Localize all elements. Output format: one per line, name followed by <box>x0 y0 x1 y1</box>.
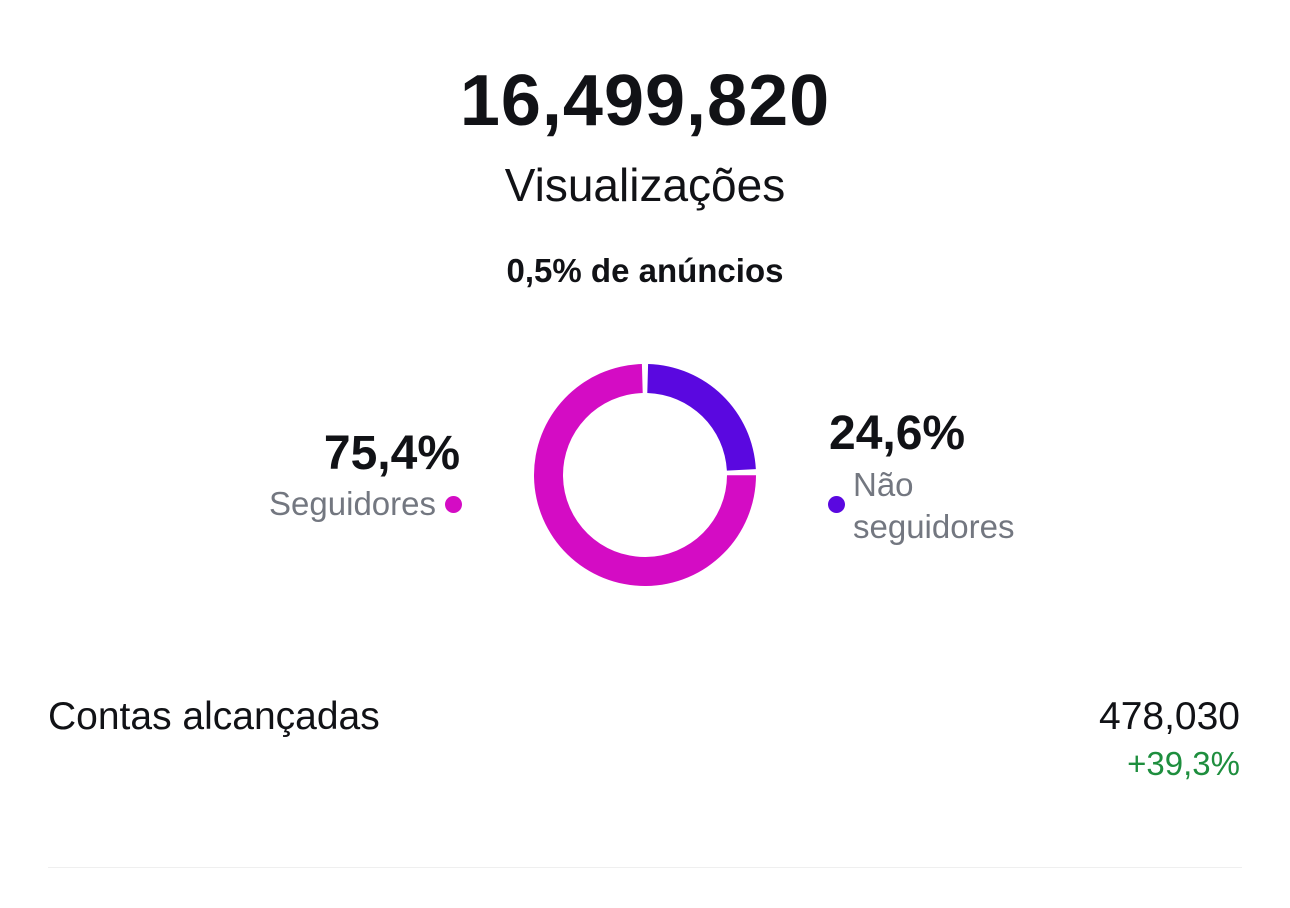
total-views: 16,499,820 <box>459 61 831 141</box>
accounts-reached-value: 478,030 <box>1099 695 1240 738</box>
section-divider <box>48 867 1242 868</box>
accounts-reached-label: Contas alcançadas <box>48 695 380 738</box>
followers-label: Seguidores <box>269 485 436 522</box>
non-followers-percent: 24,6% <box>829 407 966 460</box>
accounts-reached-change: +39,3% <box>1127 745 1240 782</box>
total-views-label: Visualizações <box>504 159 786 211</box>
audience-donut-chart <box>534 364 756 586</box>
donut-segment-non-followers <box>647 364 756 471</box>
non-followers-dot-icon <box>828 496 845 513</box>
ads-share: 0,5% de anúncios <box>506 252 784 289</box>
followers-dot-icon <box>445 495 462 513</box>
followers-legend: Seguidores <box>269 484 462 524</box>
non-followers-legend: Não seguidores <box>828 464 1063 548</box>
followers-percent: 75,4% <box>323 427 460 480</box>
non-followers-label: Não seguidores <box>853 466 1015 545</box>
